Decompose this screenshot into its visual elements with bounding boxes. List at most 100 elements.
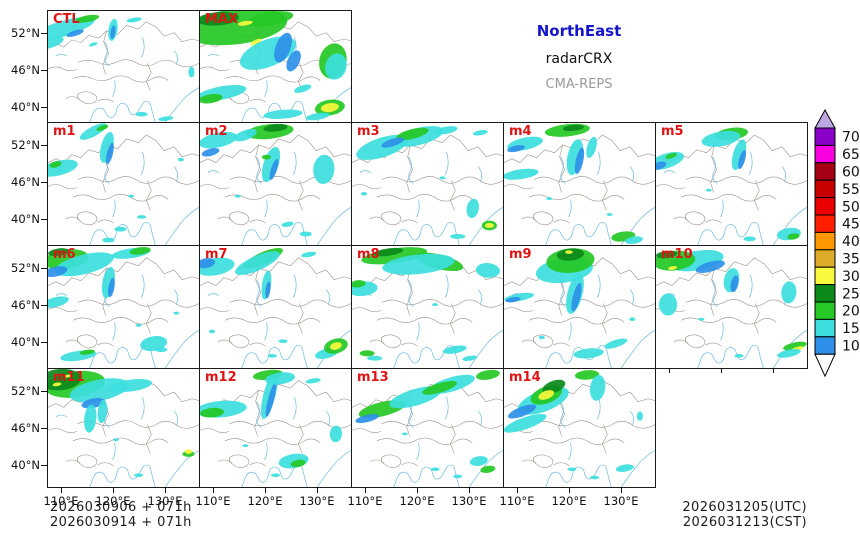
panel-m6: m6 — [47, 245, 200, 369]
echo-blob — [589, 374, 606, 401]
echo-blob — [355, 414, 379, 424]
echo-blob — [606, 213, 613, 216]
lon-tick-col5 — [773, 368, 774, 373]
echo-blob — [629, 317, 636, 322]
echo-blob — [158, 116, 174, 122]
echo-blob — [432, 303, 439, 307]
lon-tick — [165, 487, 166, 493]
panel-CTL: CTL — [47, 10, 200, 123]
lat-label: 46°N — [11, 175, 40, 189]
echo-blob — [484, 223, 494, 228]
echo-blob — [301, 251, 317, 258]
lon-tick — [265, 487, 266, 493]
colorbar-label: 15 — [842, 321, 860, 337]
lat-tick — [41, 465, 47, 466]
map-MAX — [200, 11, 351, 122]
map-m1 — [48, 123, 199, 245]
lat-label: 40°N — [11, 100, 40, 114]
echo-blob — [177, 157, 184, 162]
colorbar-label: 35 — [842, 252, 860, 268]
colorbar-cell — [814, 179, 836, 199]
lon-tick — [61, 487, 62, 493]
echo-blob — [698, 317, 705, 321]
echo-blob — [546, 197, 553, 201]
echo-blob — [112, 438, 119, 442]
echo-blob — [299, 231, 312, 237]
echo-blob — [263, 124, 288, 132]
lon-label: 120°E — [551, 494, 587, 508]
colorbar-cell — [814, 214, 836, 233]
echo-blob — [48, 248, 70, 257]
panel-label-m4: m4 — [509, 124, 532, 139]
lat-tick — [41, 305, 47, 306]
panel-m7: m7 — [199, 245, 352, 369]
echo-blob — [659, 293, 678, 316]
echo-blob — [730, 275, 739, 293]
echo-blob — [469, 456, 488, 466]
map-m10 — [656, 249, 807, 368]
echo-blob — [325, 53, 347, 80]
echo-blob — [200, 93, 223, 104]
colorbar-cell — [814, 162, 836, 181]
map-m14 — [504, 370, 655, 487]
echo-blob — [135, 323, 142, 327]
echo-blob — [396, 127, 429, 141]
echo-blob — [126, 17, 142, 23]
echo-blob — [701, 130, 741, 147]
echo-blob — [567, 467, 577, 472]
panel-label-m12: m12 — [205, 370, 237, 385]
echo-blob — [79, 349, 95, 355]
echo-blob — [705, 188, 712, 192]
map-m13 — [352, 369, 503, 487]
colorbar-cell — [814, 318, 836, 338]
echo-blob — [505, 296, 521, 303]
panel-label-m1: m1 — [53, 124, 76, 139]
echo-blob — [48, 369, 82, 391]
echo-blob — [184, 449, 193, 454]
echo-blob — [466, 198, 479, 219]
panel-label-m3: m3 — [357, 124, 380, 139]
echo-blob — [97, 399, 108, 424]
echo-blob — [84, 404, 97, 433]
echo-blob — [305, 112, 330, 121]
echo-blob — [668, 265, 678, 270]
lon-tick-col5 — [721, 368, 722, 373]
lon-tick-col5 — [669, 368, 670, 373]
colorbar-cell — [814, 144, 836, 164]
echo-blob — [361, 247, 428, 265]
echo-blob — [265, 281, 271, 299]
lon-label: 130°E — [147, 494, 183, 508]
echo-blob — [52, 382, 62, 387]
lon-label: 110°E — [43, 494, 79, 508]
lon-label: 120°E — [95, 494, 131, 508]
echo-blob — [738, 150, 747, 170]
map-m4 — [504, 123, 655, 245]
lon-tick — [213, 487, 214, 493]
lon-tick — [317, 487, 318, 493]
echo-blob — [401, 432, 408, 436]
echo-blob — [783, 341, 807, 351]
echo-blob — [538, 335, 545, 340]
echo-blob — [135, 112, 148, 117]
echo-blob — [352, 280, 366, 288]
echo-blob — [665, 152, 677, 159]
echo-blob — [507, 145, 525, 153]
lon-tick — [621, 487, 622, 493]
title-model: CMA-REPS — [545, 77, 613, 92]
echo-blob — [604, 338, 628, 349]
echo-blob — [305, 378, 321, 384]
lon-label: 130°E — [451, 494, 487, 508]
echo-blob — [63, 374, 72, 378]
echo-blob — [442, 345, 467, 354]
panel-m14: m14 — [503, 368, 656, 488]
map-m11 — [48, 369, 199, 487]
lon-tick — [417, 487, 418, 493]
echo-blob — [538, 390, 555, 400]
colorbar-cell — [814, 284, 836, 303]
echo-blob — [173, 311, 180, 315]
lon-tick — [569, 487, 570, 493]
echo-blob — [129, 246, 151, 255]
panel-m13: m13 — [351, 368, 504, 488]
lat-tick — [41, 428, 47, 429]
colorbar-cell — [814, 231, 836, 251]
